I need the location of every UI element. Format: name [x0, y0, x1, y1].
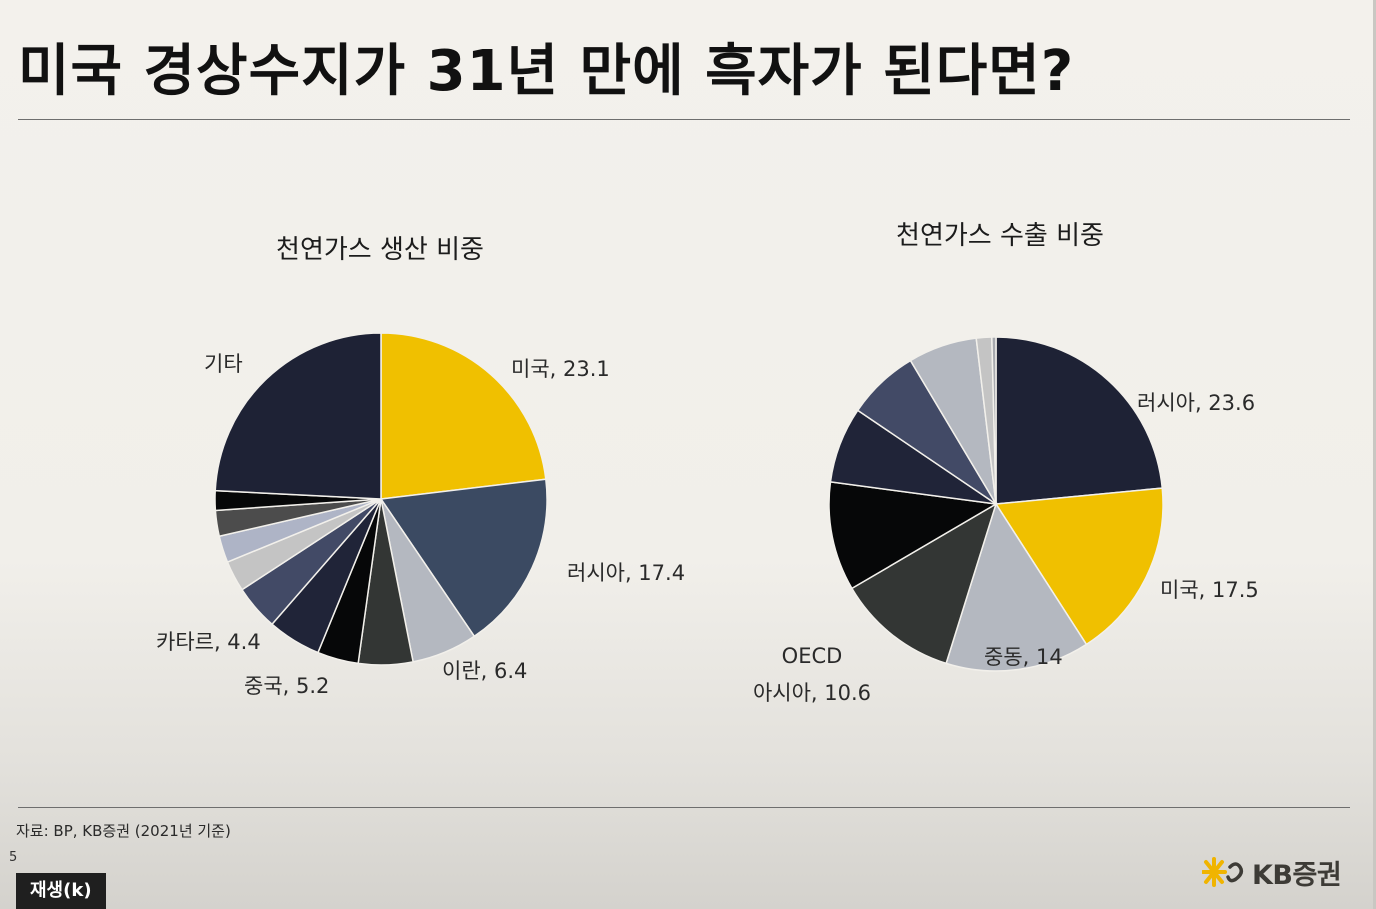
footer-divider — [18, 807, 1350, 808]
page-number: 5 — [9, 850, 18, 865]
brand-name: KB증권 — [1252, 859, 1342, 891]
slice-label: 중동, 14 — [984, 645, 1063, 669]
pie-slice-2-1 — [995, 336, 1164, 505]
slice-label: 러시아, 23.6 — [1137, 391, 1255, 415]
pie-slice-1-1 — [380, 332, 547, 500]
slice-label: 기타 — [204, 352, 243, 376]
slice-label: 러시아, 17.4 — [567, 561, 685, 585]
pie-slice-2-2 — [994, 487, 1164, 646]
slice-label: 중국, 5.2 — [244, 674, 329, 698]
pie-slice-1-2 — [379, 478, 548, 638]
pie-slice-1-12 — [214, 332, 382, 500]
pie-slice-2-4 — [850, 502, 998, 665]
slice-label: 미국, 17.5 — [1160, 578, 1259, 602]
kb-star-icon — [1202, 857, 1244, 887]
play-button[interactable]: 재생(k) — [16, 873, 106, 909]
chart-title: 천연가스 수출 비중 — [896, 221, 1104, 251]
scroll-edge — [1373, 0, 1376, 909]
pie-slice-2-5 — [828, 481, 999, 590]
pie-slice-2-3 — [945, 502, 1088, 672]
pie-slice-2-10 — [991, 336, 997, 505]
title-divider — [18, 119, 1350, 120]
page-title: 미국 경상수지가 31년 만에 흑자가 된다면? — [18, 39, 1075, 104]
slice-label: 미국, 23.1 — [511, 357, 610, 381]
slice-label: OECD 아시아, 10.6 — [753, 644, 871, 705]
brand-logo: KB증권 — [1202, 852, 1342, 892]
slice-label: 이란, 6.4 — [442, 659, 527, 683]
slice-label: 카타르, 4.4 — [156, 630, 261, 654]
chart-title: 천연가스 생산 비중 — [276, 235, 484, 265]
source-note: 자료: BP, KB증권 (2021년 기준) — [16, 822, 231, 840]
